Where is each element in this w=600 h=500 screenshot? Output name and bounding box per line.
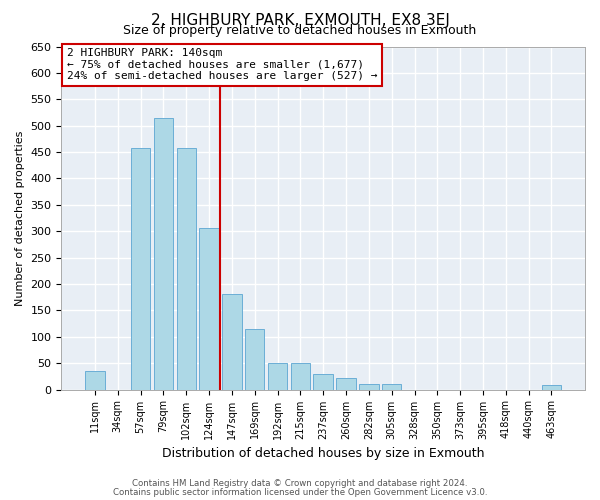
Bar <box>382 384 401 390</box>
Text: 2 HIGHBURY PARK: 140sqm
← 75% of detached houses are smaller (1,677)
24% of semi: 2 HIGHBURY PARK: 140sqm ← 75% of detache… <box>67 48 377 82</box>
Bar <box>268 363 287 390</box>
Bar <box>222 294 242 390</box>
Bar <box>131 148 150 390</box>
Bar <box>176 148 196 390</box>
Y-axis label: Number of detached properties: Number of detached properties <box>15 130 25 306</box>
Text: 2, HIGHBURY PARK, EXMOUTH, EX8 3EJ: 2, HIGHBURY PARK, EXMOUTH, EX8 3EJ <box>151 12 449 28</box>
Bar <box>85 371 104 390</box>
Bar <box>337 378 356 390</box>
X-axis label: Distribution of detached houses by size in Exmouth: Distribution of detached houses by size … <box>162 447 484 460</box>
Text: Contains public sector information licensed under the Open Government Licence v3: Contains public sector information licen… <box>113 488 487 497</box>
Bar <box>290 363 310 390</box>
Bar <box>245 329 265 390</box>
Bar <box>359 384 379 390</box>
Bar <box>154 118 173 390</box>
Bar <box>199 228 219 390</box>
Bar <box>313 374 333 390</box>
Text: Size of property relative to detached houses in Exmouth: Size of property relative to detached ho… <box>124 24 476 37</box>
Text: Contains HM Land Registry data © Crown copyright and database right 2024.: Contains HM Land Registry data © Crown c… <box>132 479 468 488</box>
Bar <box>542 386 561 390</box>
